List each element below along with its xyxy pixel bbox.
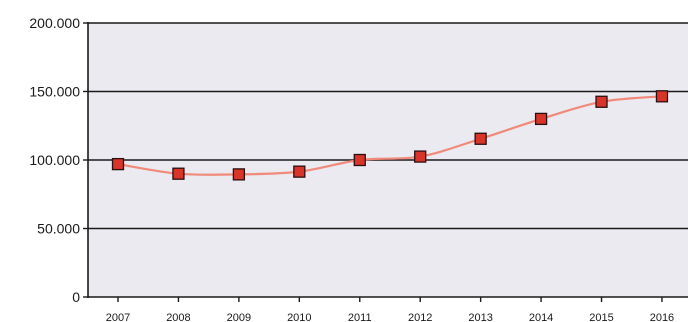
data-point-2013: [474, 132, 487, 145]
data-point-2010: [293, 165, 306, 178]
x-tick-label: 2010: [287, 312, 311, 322]
y-tick-label: 100.000: [29, 152, 80, 168]
x-tick-label: 2015: [589, 312, 613, 322]
series-line: [117, 95, 663, 176]
data-point-2007: [111, 157, 125, 171]
x-tick-label: 2013: [468, 312, 492, 322]
data-point-2008: [172, 167, 185, 180]
x-tick-label: 2007: [106, 312, 130, 322]
series: [111, 90, 669, 181]
y-tick-label: 200.000: [29, 15, 80, 31]
gridlines: [88, 22, 688, 230]
x-tick-label: 2011: [348, 312, 372, 322]
x-tick-label: 2016: [650, 312, 674, 322]
x-tick-label: 2009: [227, 312, 251, 322]
x-tick-label: 2012: [408, 312, 432, 322]
x-tick-label: 2008: [166, 312, 190, 322]
data-point-2015: [595, 95, 608, 108]
y-tick-label: 150.000: [29, 84, 80, 100]
x-axis-ticks: 2007 2008 2009 2010 2011 2012 2013 2014 2015 2016: [106, 297, 674, 322]
y-axis-ticks: 0 50.000 100.000 150.000 200.000: [29, 15, 88, 305]
data-point-2012: [414, 150, 427, 163]
data-point-2016: [655, 90, 669, 103]
data-point-2014: [534, 112, 548, 126]
x-tick-label: 2014: [529, 312, 553, 322]
data-point-2009: [232, 168, 246, 181]
y-tick-label: 50.000: [37, 221, 80, 237]
y-tick-label: 0: [72, 289, 80, 305]
data-point-2011: [353, 153, 366, 167]
